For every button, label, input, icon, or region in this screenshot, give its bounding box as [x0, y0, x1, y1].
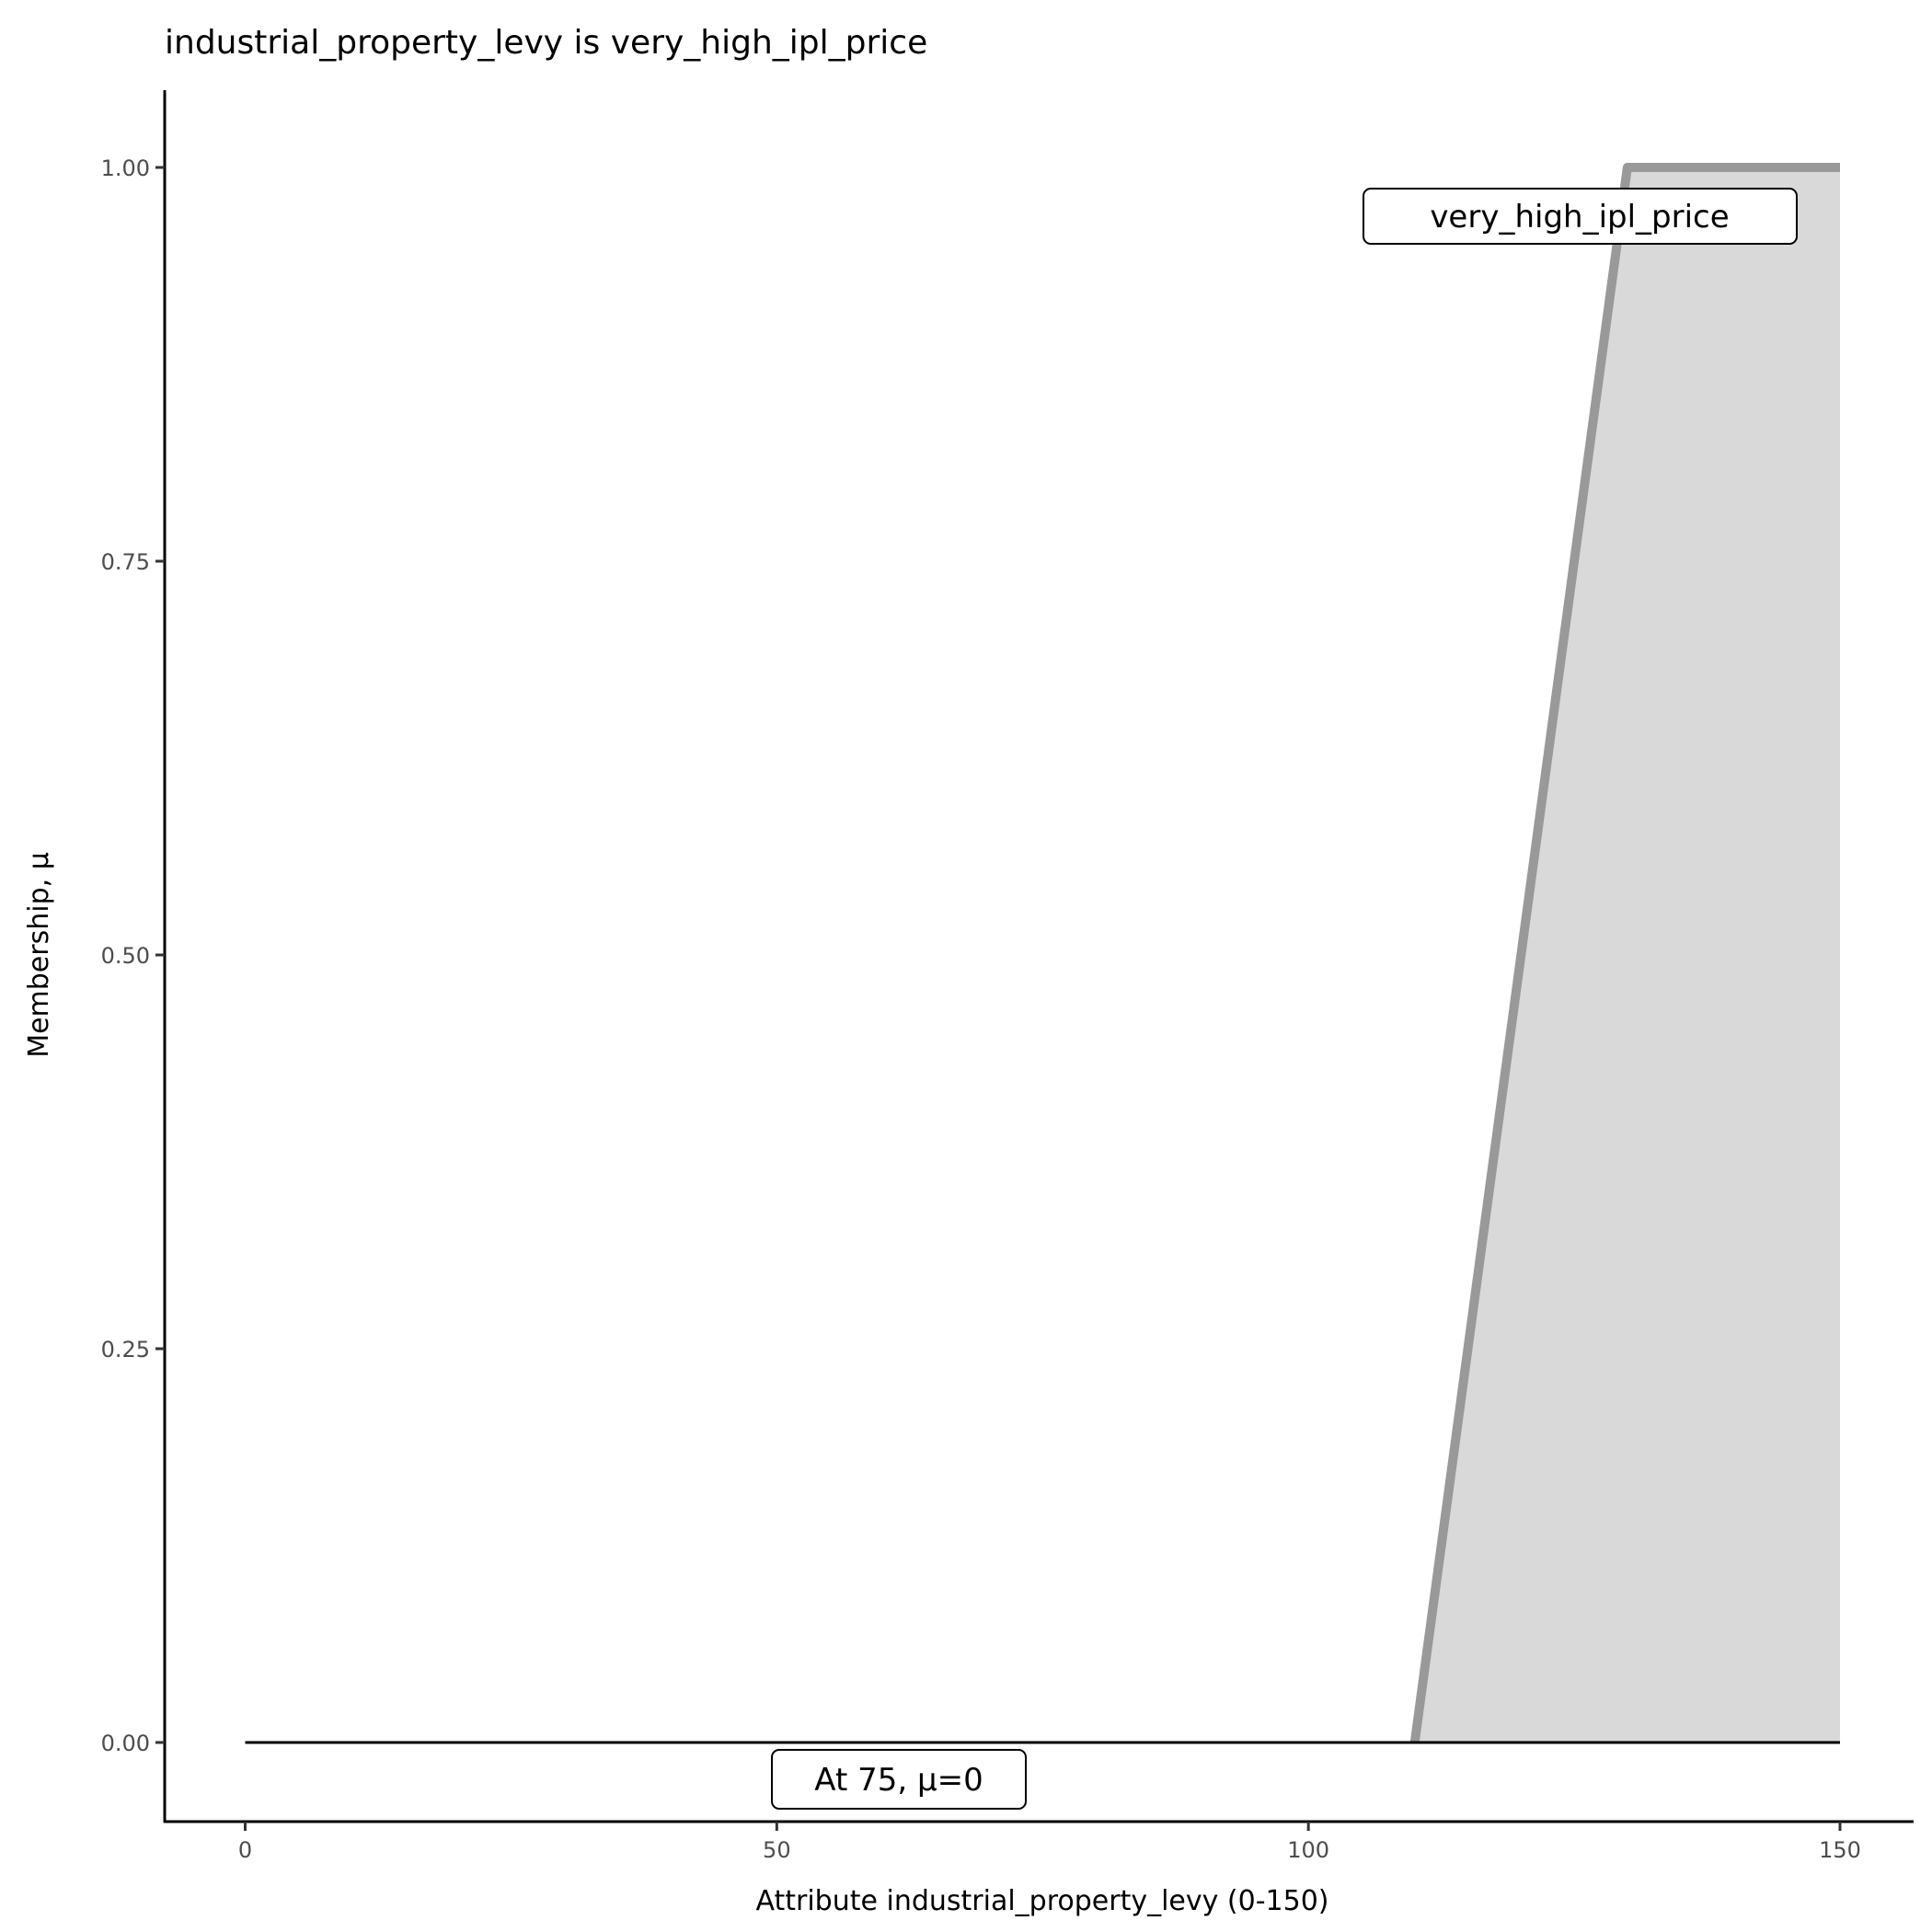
svg-text:very_high_ipl_price: very_high_ipl_price [1430, 199, 1729, 236]
y-tick-label: 0.75 [101, 549, 150, 575]
series-area-0 [1414, 167, 1840, 1742]
y-axis-label: Membership, μ [23, 852, 55, 1058]
y-tick-label: 0.00 [101, 1731, 150, 1756]
x-tick-label: 0 [238, 1837, 252, 1863]
y-tick-label: 0.25 [101, 1337, 150, 1363]
y-tick-label: 1.00 [101, 155, 150, 181]
series-line-0 [1409, 163, 1840, 1743]
annotation-point-value: At 75, μ=0 [771, 1749, 1027, 1810]
svg-text:At 75, μ=0: At 75, μ=0 [814, 1762, 983, 1799]
annotation-series-label: very_high_ipl_price [1363, 188, 1798, 245]
x-tick-label: 100 [1287, 1837, 1329, 1863]
x-tick-label: 150 [1819, 1837, 1861, 1863]
y-tick-label: 0.50 [101, 943, 150, 969]
x-axis-label: Attribute industrial_property_levy (0-15… [755, 1885, 1328, 1917]
x-tick-label: 50 [763, 1837, 791, 1863]
chart-title: industrial_property_levy is very_high_ip… [165, 24, 927, 62]
